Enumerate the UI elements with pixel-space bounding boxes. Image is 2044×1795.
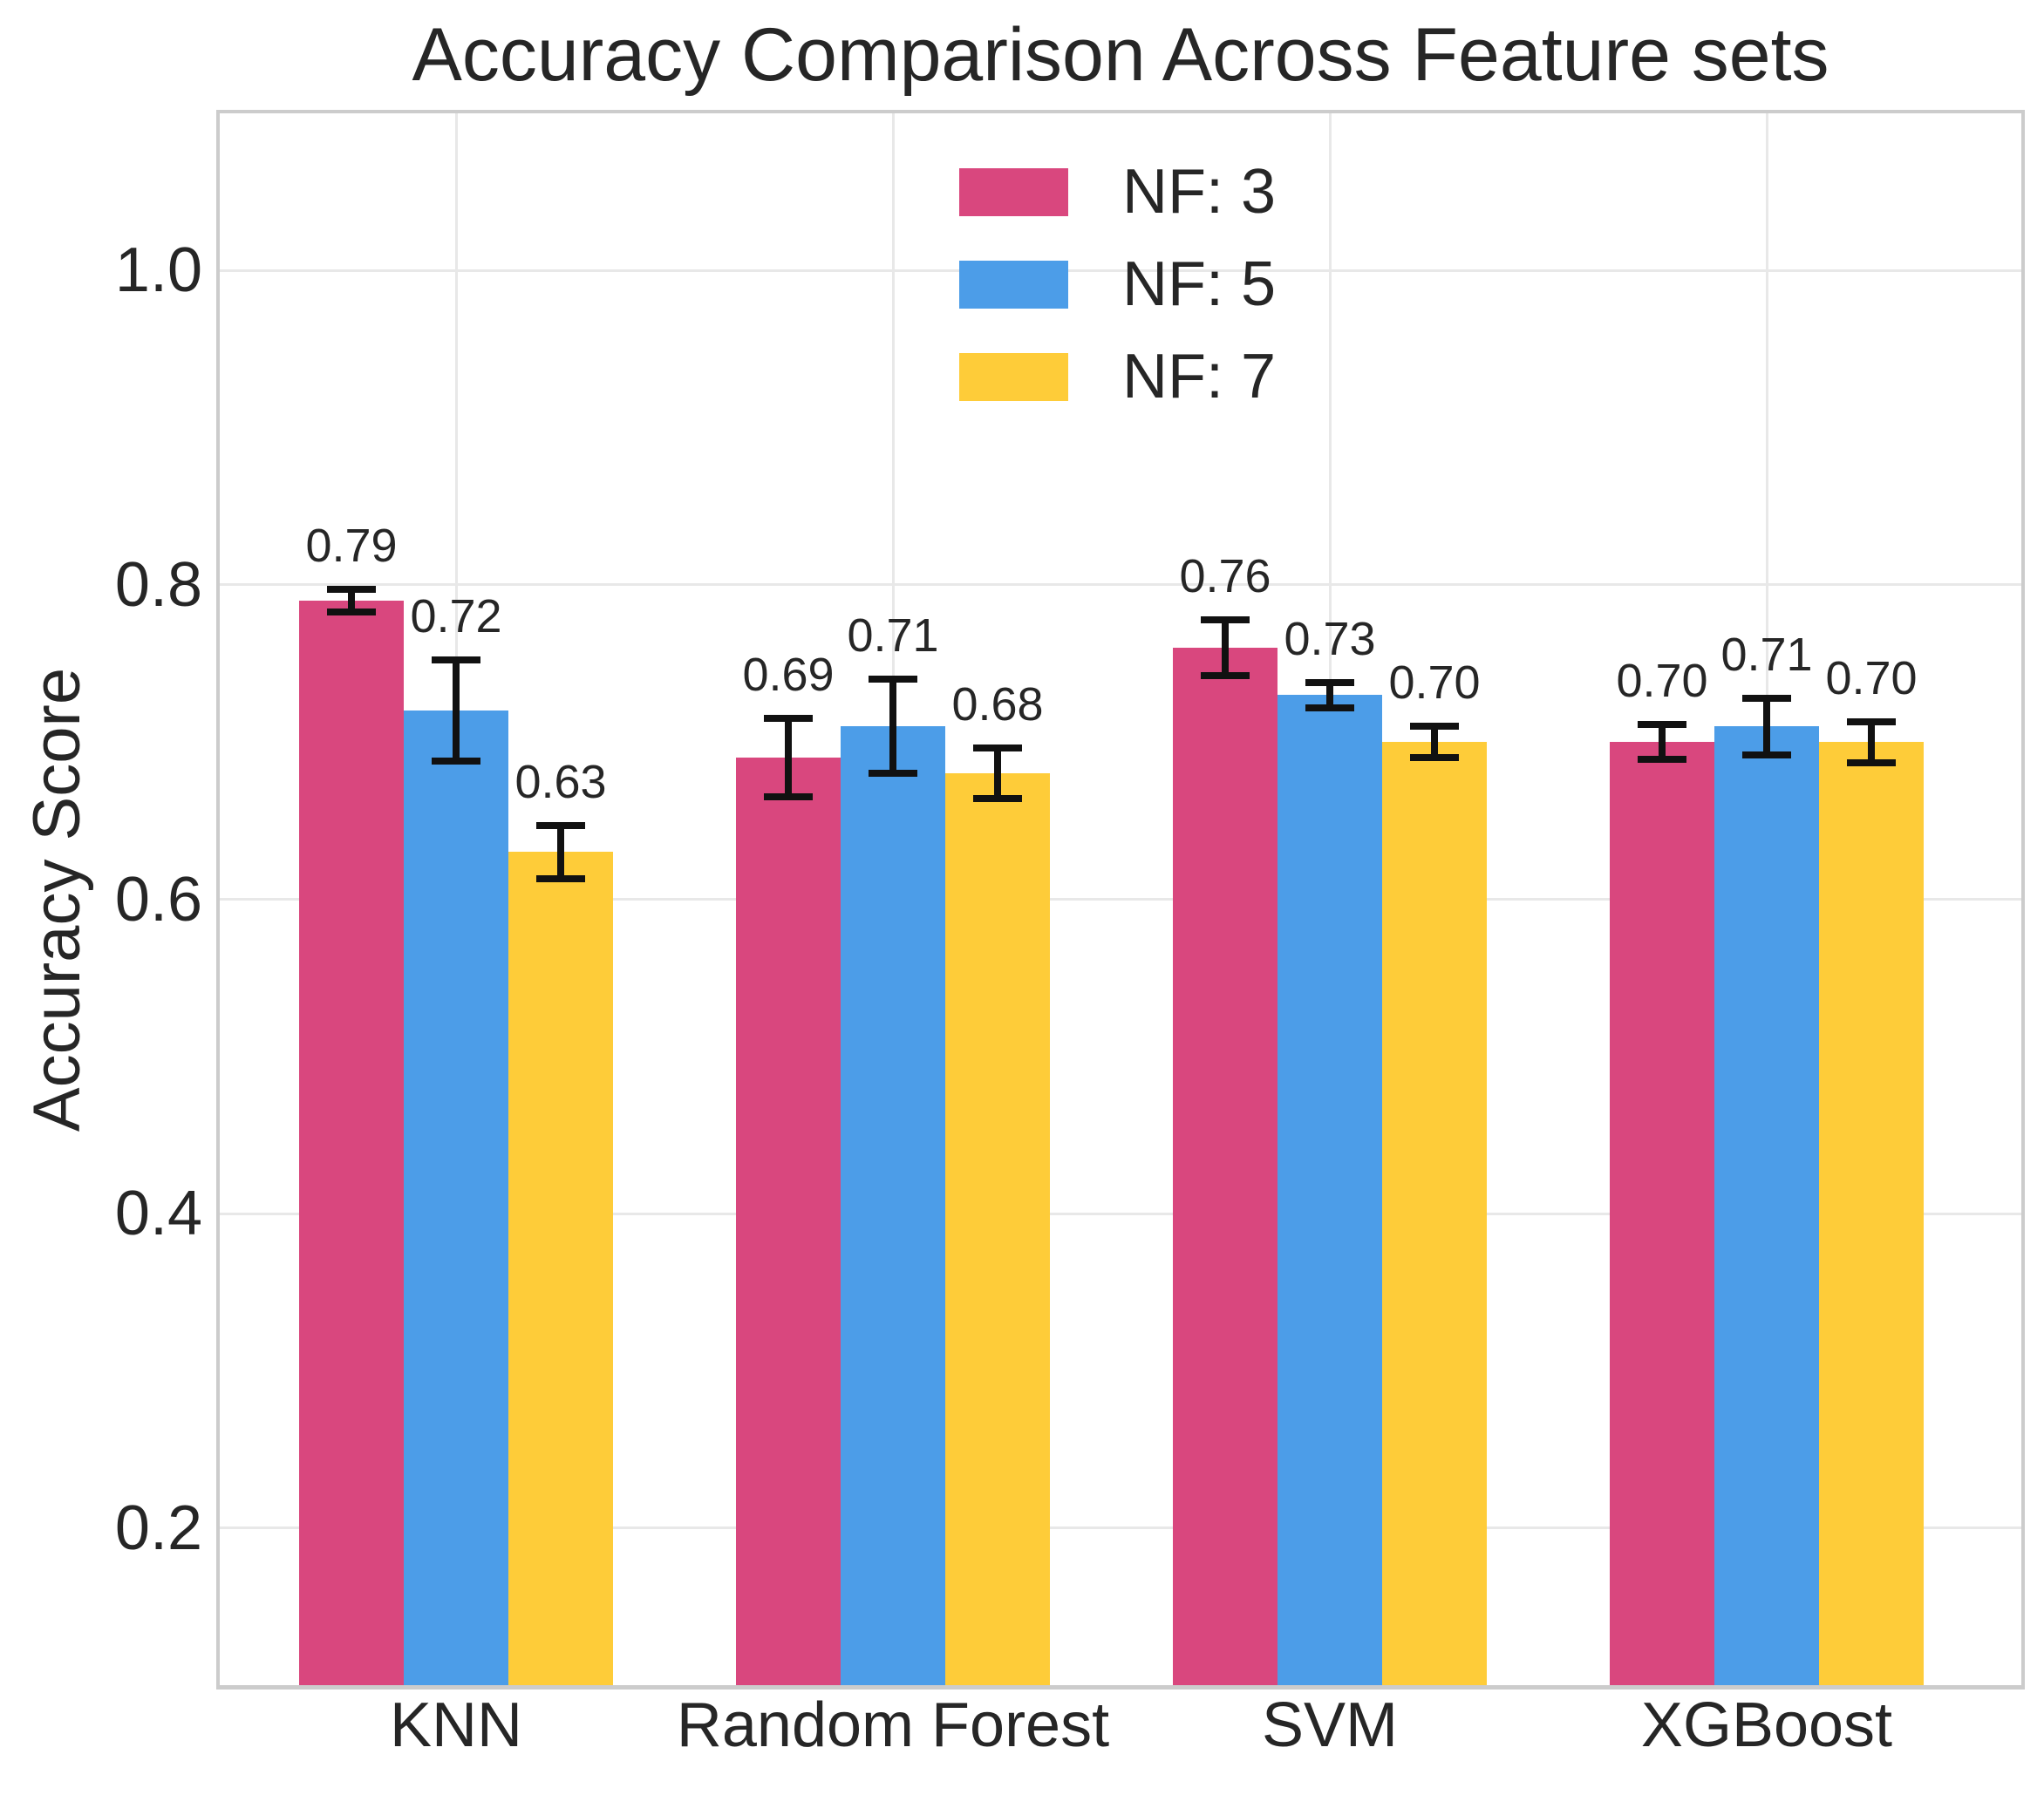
legend: NF: 3 NF: 5 NF: 7: [959, 160, 1276, 445]
axis-spine-left: [216, 110, 220, 1690]
error-bar-cap-top: [1201, 615, 1250, 623]
error-bar-cap-top: [764, 715, 813, 723]
error-bar-cap-bottom: [1410, 754, 1459, 762]
error-bar-line: [348, 589, 355, 612]
bar-value-label: 0.79: [305, 520, 398, 573]
error-bar-cap-bottom: [327, 608, 376, 615]
gridline-horizontal: [220, 898, 2021, 901]
error-bar-line: [994, 748, 1001, 799]
bar: [841, 726, 945, 1685]
legend-label: NF: 7: [1122, 342, 1277, 411]
legend-label: NF: 3: [1122, 157, 1277, 227]
error-bar-line: [1326, 682, 1333, 708]
bar: [1714, 726, 1819, 1685]
bar: [736, 758, 841, 1685]
error-bar-cap-top: [869, 676, 917, 683]
axis-spine-right: [2021, 110, 2025, 1690]
legend-swatch: [959, 352, 1068, 401]
chart-title: Accuracy Comparison Across Feature sets: [412, 13, 1829, 97]
bar-value-label: 0.72: [410, 590, 502, 643]
y-tick-label: 0.4: [114, 1179, 202, 1249]
bar-value-label: 0.70: [1388, 656, 1481, 710]
error-bar-cap-top: [432, 656, 480, 664]
error-bar-line: [889, 679, 896, 774]
y-tick-label: 0.8: [114, 549, 202, 620]
gridline-horizontal: [220, 583, 2021, 587]
gridline-horizontal: [220, 1212, 2021, 1215]
error-bar-cap-top: [536, 821, 585, 829]
bar: [1819, 742, 1924, 1685]
error-bar-line: [1659, 724, 1666, 760]
x-tick-label: XGBoost: [1640, 1690, 1893, 1760]
y-tick-label: 0.6: [114, 864, 202, 935]
bar-value-label: 0.71: [1720, 628, 1813, 681]
plot-area: 0.79 0.69 0.76 0.70 0.72 0.71 0.73 0.71 0.63 0.68…: [216, 110, 2025, 1690]
error-bar-line: [1868, 721, 1875, 763]
y-tick-label: 1.0: [114, 235, 202, 306]
bar: [1278, 695, 1382, 1685]
error-bar-cap-bottom: [1201, 672, 1250, 680]
x-tick-label: Random Forest: [676, 1690, 1110, 1760]
error-bar-cap-bottom: [1847, 758, 1896, 766]
x-tick-label: KNN: [389, 1690, 522, 1760]
legend-swatch: [959, 167, 1068, 216]
x-tick-label: SVM: [1261, 1690, 1399, 1760]
bar: [404, 711, 508, 1685]
bar-value-label: 0.71: [847, 609, 939, 663]
gridline-horizontal: [220, 269, 2021, 272]
legend-item: NF: 5: [959, 253, 1276, 316]
bar-value-label: 0.68: [951, 678, 1044, 731]
error-bar-cap-bottom: [973, 795, 1022, 803]
bar-value-label: 0.63: [514, 755, 607, 808]
gridline-horizontal: [220, 1526, 2021, 1530]
error-bar-cap-bottom: [432, 757, 480, 765]
error-bar-line: [453, 660, 460, 761]
bar-value-label: 0.69: [742, 649, 835, 702]
y-tick-label: 0.2: [114, 1492, 202, 1563]
bar-value-label: 0.73: [1284, 612, 1376, 665]
legend-label: NF: 5: [1122, 249, 1277, 319]
error-bar-cap-bottom: [536, 875, 585, 883]
bar-value-label: 0.70: [1825, 651, 1918, 704]
error-bar-cap-bottom: [1305, 704, 1354, 711]
error-bar-cap-top: [1305, 678, 1354, 686]
error-bar-cap-top: [973, 745, 1022, 752]
legend-item: NF: 3: [959, 160, 1276, 223]
bar: [1382, 742, 1487, 1685]
error-bar-cap-bottom: [764, 793, 813, 801]
error-bar-line: [1763, 697, 1770, 755]
error-bar-cap-bottom: [1742, 751, 1791, 758]
legend-swatch: [959, 260, 1068, 309]
axis-spine-bottom: [220, 1685, 2021, 1690]
bar: [299, 600, 404, 1685]
error-bar-cap-bottom: [1638, 756, 1686, 764]
error-bar-cap-top: [1742, 694, 1791, 702]
bar: [1173, 648, 1278, 1685]
bar-value-label: 0.70: [1616, 655, 1708, 708]
error-bar-cap-top: [327, 586, 376, 594]
error-bar-line: [1222, 619, 1229, 677]
error-bar-line: [557, 825, 564, 880]
bar-value-label: 0.76: [1179, 549, 1271, 602]
axis-spine-top: [220, 110, 2021, 113]
legend-item: NF: 7: [959, 345, 1276, 408]
error-bar-cap-bottom: [869, 770, 917, 778]
error-bar-line: [1431, 726, 1438, 758]
bar: [945, 773, 1050, 1685]
error-bar-line: [785, 718, 792, 798]
error-bar-cap-top: [1638, 721, 1686, 729]
error-bar-cap-top: [1410, 723, 1459, 731]
bar: [1610, 742, 1714, 1685]
bar: [508, 852, 613, 1685]
error-bar-cap-top: [1847, 717, 1896, 725]
